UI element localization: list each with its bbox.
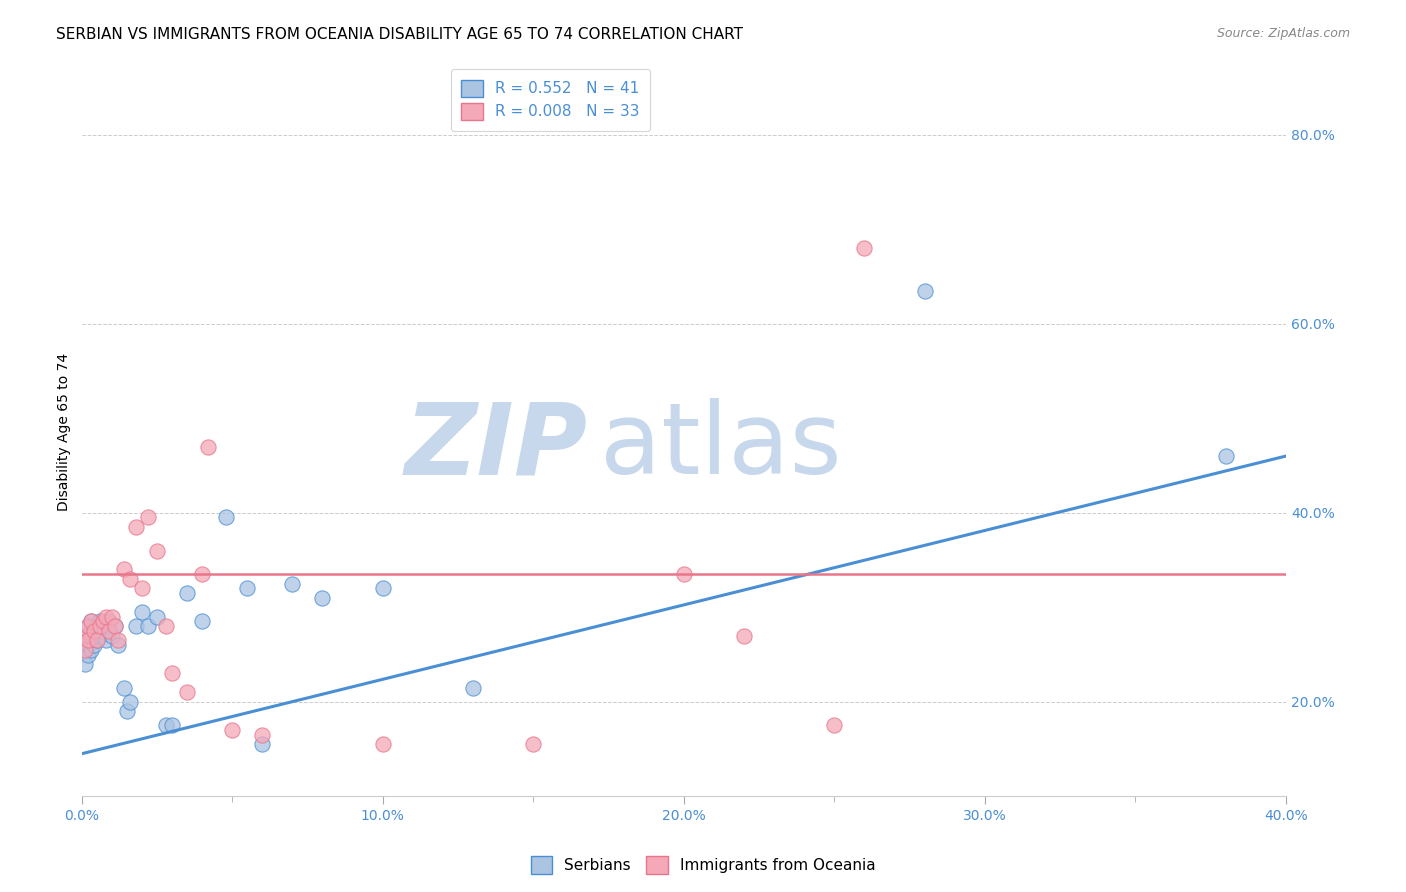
Point [1215, 449, 1237, 463]
Point [125, 619, 148, 633]
Point [91, 624, 114, 638]
Point [107, 633, 129, 648]
Point [136, 510, 159, 524]
Point [76, 633, 98, 648]
Point [191, 615, 214, 629]
Point [97, 624, 120, 638]
Point [146, 609, 169, 624]
Point [371, 737, 394, 751]
Point [853, 241, 876, 255]
Point [281, 576, 304, 591]
Point [83, 624, 105, 638]
Point [73, 629, 96, 643]
Point [104, 619, 127, 633]
Point [76, 648, 98, 662]
Point [236, 582, 259, 596]
Point [83, 624, 105, 638]
Point [91, 615, 114, 629]
Point [79, 629, 101, 643]
Point [197, 440, 219, 454]
Point [107, 638, 129, 652]
Point [252, 737, 274, 751]
Point [73, 629, 96, 643]
Point [79, 615, 101, 629]
Point [83, 638, 105, 652]
Point [79, 615, 101, 629]
Point [73, 642, 96, 657]
Point [94, 633, 117, 648]
Point [118, 572, 141, 586]
Text: Source: ZipAtlas.com: Source: ZipAtlas.com [1216, 27, 1350, 40]
Point [136, 619, 159, 633]
Point [112, 681, 135, 695]
Point [131, 582, 153, 596]
Legend: R = 0.552   N = 41, R = 0.008   N = 33: R = 0.552 N = 41, R = 0.008 N = 33 [450, 69, 650, 131]
Point [89, 629, 111, 643]
Point [215, 510, 238, 524]
Point [104, 619, 127, 633]
Point [86, 619, 108, 633]
Y-axis label: Disability Age 65 to 74: Disability Age 65 to 74 [58, 353, 72, 511]
Legend: Serbians, Immigrants from Oceania: Serbians, Immigrants from Oceania [524, 850, 882, 880]
Text: ZIP: ZIP [405, 399, 588, 495]
Point [89, 619, 111, 633]
Point [97, 615, 120, 629]
Point [461, 681, 484, 695]
Point [155, 619, 177, 633]
Point [176, 685, 198, 699]
Point [73, 657, 96, 671]
Point [79, 642, 101, 657]
Point [311, 591, 333, 605]
Point [76, 633, 98, 648]
Point [125, 520, 148, 534]
Point [176, 586, 198, 600]
Point [823, 718, 845, 732]
Point [76, 619, 98, 633]
Point [73, 642, 96, 657]
Point [160, 718, 183, 732]
Point [672, 567, 695, 582]
Point [100, 609, 122, 624]
Point [112, 562, 135, 576]
Point [146, 543, 169, 558]
Point [100, 629, 122, 643]
Point [191, 567, 214, 582]
Point [371, 582, 394, 596]
Point [94, 609, 117, 624]
Text: atlas: atlas [599, 399, 841, 495]
Point [522, 737, 544, 751]
Point [76, 619, 98, 633]
Point [86, 633, 108, 648]
Point [160, 666, 183, 681]
Point [131, 605, 153, 619]
Point [118, 695, 141, 709]
Point [89, 615, 111, 629]
Point [252, 728, 274, 742]
Point [914, 284, 936, 298]
Text: SERBIAN VS IMMIGRANTS FROM OCEANIA DISABILITY AGE 65 TO 74 CORRELATION CHART: SERBIAN VS IMMIGRANTS FROM OCEANIA DISAB… [56, 27, 744, 42]
Point [115, 704, 138, 718]
Point [155, 718, 177, 732]
Point [86, 633, 108, 648]
Point [733, 629, 755, 643]
Point [221, 723, 243, 738]
